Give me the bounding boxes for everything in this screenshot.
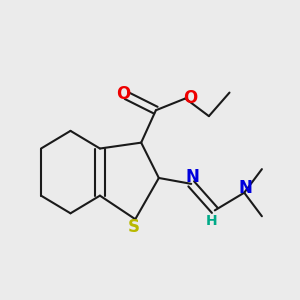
Text: N: N <box>186 167 200 185</box>
Text: H: H <box>206 214 218 228</box>
Text: N: N <box>239 179 253 197</box>
Text: S: S <box>128 218 140 236</box>
Text: O: O <box>116 85 130 103</box>
Text: O: O <box>183 89 197 107</box>
